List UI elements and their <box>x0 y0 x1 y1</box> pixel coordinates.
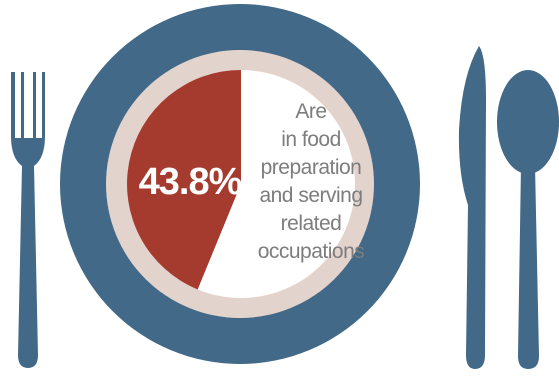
spoon-icon <box>497 70 559 369</box>
knife-icon <box>458 46 486 369</box>
description-line: and serving <box>259 184 362 207</box>
description-line: occupations <box>258 240 365 263</box>
description-line: preparation <box>261 156 362 179</box>
description-text: Are in food preparation and serving rela… <box>258 100 365 263</box>
pie-slice-highlight <box>127 70 241 290</box>
description-line: related <box>281 212 342 235</box>
fork-icon <box>11 72 45 368</box>
pie-slice-remaining <box>197 70 356 298</box>
percent-label: 43.8% <box>139 161 242 203</box>
description-line: Are <box>295 100 326 123</box>
pie <box>127 70 356 298</box>
description-line: in food <box>281 128 341 151</box>
